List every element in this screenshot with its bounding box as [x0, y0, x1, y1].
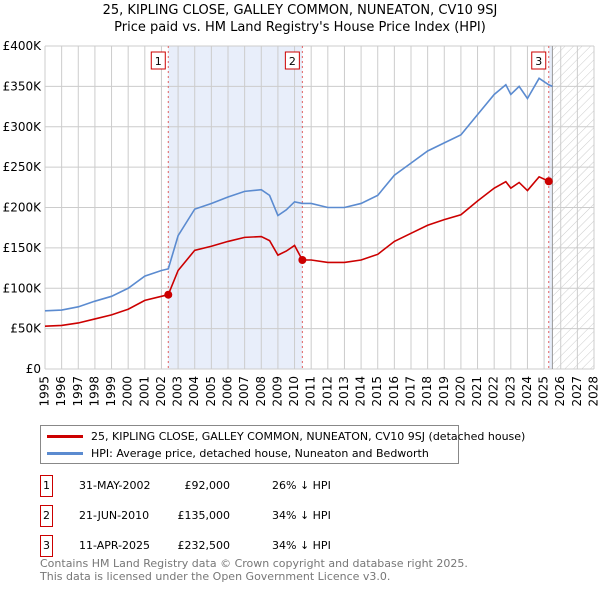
sale-point — [298, 255, 307, 264]
x-tick-label: 2023 — [503, 376, 517, 407]
x-tick-label: 1995 — [38, 376, 52, 407]
x-tick-label: 2019 — [437, 376, 451, 407]
x-tick-label: 2001 — [137, 376, 151, 407]
x-tick-label: 2008 — [254, 376, 268, 407]
y-tick-label: £0 — [26, 362, 41, 376]
hpi-line-swatch — [47, 452, 83, 455]
y-tick-label: £50K — [10, 322, 42, 336]
sale-hpi-diff: 34% ↓ HPI — [272, 509, 331, 522]
x-tick-label: 2005 — [204, 376, 218, 407]
sale-label: 1 — [155, 55, 162, 68]
x-tick-label: 2007 — [237, 376, 251, 407]
price-chart: 1995 1996 1997 1998 1999 2000 2001 2002 2003 2004… — [3, 39, 600, 407]
x-tick-label: 2013 — [337, 376, 351, 407]
sale-number: 1 — [40, 475, 53, 497]
x-tick-label: 2016 — [387, 376, 401, 407]
x-tick-label: 2000 — [121, 376, 135, 407]
x-tick-label: 1998 — [87, 376, 101, 407]
legend: 25, KIPLING CLOSE, GALLEY COMMON, NUNEAT… — [40, 425, 525, 464]
sale-label: 3 — [535, 55, 542, 68]
y-tick-label: £200K — [3, 201, 43, 215]
y-tick-label: £300K — [3, 120, 43, 134]
x-tick-label: 1997 — [71, 376, 85, 407]
y-tick-label: £250K — [3, 160, 43, 174]
footer-line-1: Contains HM Land Registry data © Crown c… — [40, 557, 468, 570]
x-tick-label: 2011 — [304, 376, 318, 407]
y-tick-label: £350K — [3, 79, 43, 93]
sale-row: 1 31-MAY-2002 £92,000 26% ↓ HPI — [40, 475, 440, 497]
x-tick-label: 2018 — [420, 376, 434, 407]
sale-label-box — [150, 51, 166, 70]
y-tick-label: £150K — [3, 241, 43, 255]
x-tick-label: 2002 — [154, 376, 168, 407]
sale-number: 3 — [40, 535, 53, 557]
x-tick-label: 1996 — [54, 376, 68, 407]
sale-row: 2 21-JUN-2010 £135,000 34% ↓ HPI — [40, 505, 440, 527]
x-tick-label: 2028 — [587, 376, 600, 407]
x-tick-label: 2015 — [370, 376, 384, 407]
y-tick-label: £100K — [3, 281, 43, 295]
sale-row: 3 11-APR-2025 £232,500 34% ↓ HPI — [40, 535, 440, 557]
x-tick-label: 2012 — [320, 376, 334, 407]
sale-date: 31-MAY-2002 — [79, 479, 151, 492]
x-tick-label: 2024 — [520, 376, 534, 407]
chart-subtitle: Price paid vs. HM Land Registry's House … — [114, 20, 486, 35]
sale-label-box — [284, 51, 300, 70]
x-tick-label: 2025 — [537, 376, 551, 407]
legend-property: 25, KIPLING CLOSE, GALLEY COMMON, NUNEAT… — [91, 430, 526, 443]
x-tick-label: 1999 — [104, 376, 118, 407]
sale-label-box — [531, 51, 547, 70]
x-tick-label: 2004 — [187, 376, 201, 407]
sale-hpi-diff: 34% ↓ HPI — [272, 539, 331, 552]
chart-title: 25, KIPLING CLOSE, GALLEY COMMON, NUNEAT… — [102, 3, 498, 18]
sale-number: 2 — [40, 505, 53, 527]
y-tick-label: £400K — [3, 39, 43, 53]
sale-label: 2 — [289, 55, 296, 68]
sale-point — [164, 290, 173, 299]
property-line-swatch — [47, 435, 83, 438]
x-tick-label: 2003 — [171, 376, 185, 407]
x-tick-label: 2026 — [553, 376, 567, 407]
sale-price: £232,500 — [177, 539, 231, 552]
sale-date: 11-APR-2025 — [79, 539, 151, 552]
x-tick-label: 2006 — [221, 376, 235, 407]
sale-date: 21-JUN-2010 — [79, 509, 150, 522]
x-tick-label: 2021 — [470, 376, 484, 407]
x-tick-label: 2014 — [354, 376, 368, 407]
sale-price: £135,000 — [177, 509, 231, 522]
x-tick-label: 2020 — [453, 376, 467, 407]
x-tick-label: 2010 — [287, 376, 301, 407]
x-tick-label: 2009 — [270, 376, 284, 407]
footer-line-2: This data is licensed under the Open Gov… — [40, 570, 391, 583]
sale-price: £92,000 — [184, 479, 231, 492]
sale-point — [544, 177, 553, 186]
legend-hpi: HPI: Average price, detached house, Nune… — [91, 447, 429, 460]
footer: Contains HM Land Registry data © Crown c… — [40, 557, 468, 583]
sale-hpi-diff: 26% ↓ HPI — [272, 479, 331, 492]
x-tick-label: 2027 — [570, 376, 584, 407]
hpi-line — [44, 77, 553, 312]
x-tick-label: 2022 — [487, 376, 501, 407]
x-tick-label: 2017 — [404, 376, 418, 407]
